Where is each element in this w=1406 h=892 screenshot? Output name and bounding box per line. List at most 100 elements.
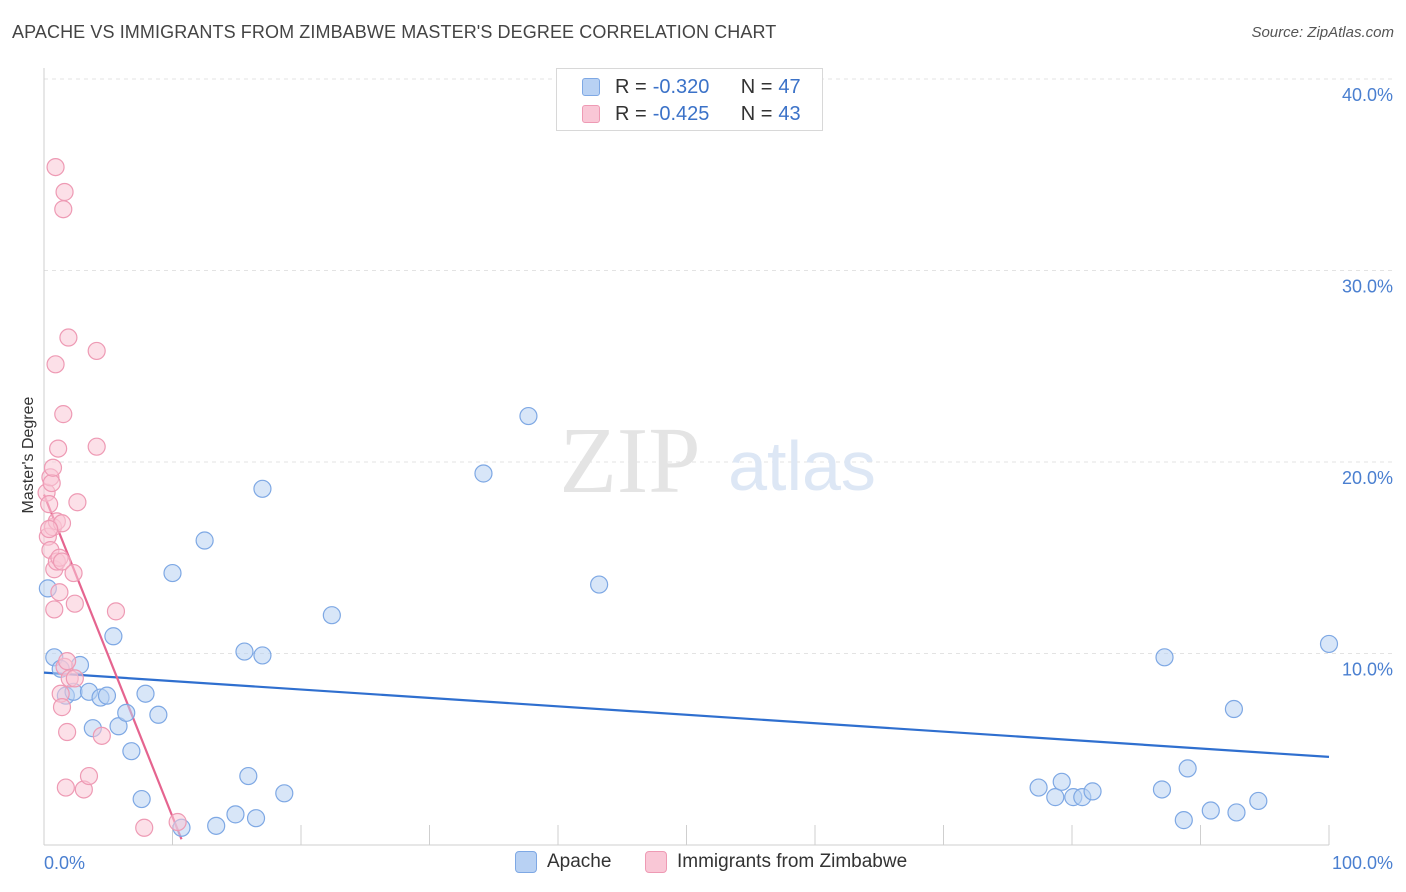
- apache-point: [97, 686, 117, 705]
- apache-point: [1174, 811, 1193, 830]
- series-label-zimbabwe: Immigrants from Zimbabwe: [677, 851, 908, 872]
- apache-point: [1083, 782, 1102, 801]
- zimbabwe-point: [87, 341, 106, 361]
- apache-point: [117, 703, 136, 722]
- series-legend-apache: Apache: [515, 851, 611, 873]
- chart-title: APACHE VS IMMIGRANTS FROM ZIMBABWE MASTE…: [12, 22, 777, 42]
- legend-r-value: -0.320: [652, 75, 710, 98]
- zimbabwe-point: [42, 473, 61, 493]
- apache-point: [322, 606, 341, 625]
- zimbabwe-point: [50, 583, 69, 602]
- apache-point: [104, 627, 123, 646]
- apache-point: [1201, 801, 1220, 820]
- zimbabwe-point: [106, 602, 126, 621]
- legend-swatch-apache: [582, 78, 600, 96]
- series-swatch-zimbabwe: [645, 851, 667, 873]
- legend-n-label: N =: [740, 102, 773, 125]
- legend-row-apache: R = -0.320 N = 47: [557, 75, 801, 99]
- data-points: [37, 157, 1339, 837]
- zimbabwe-point: [168, 812, 187, 832]
- legend-n-value: 43: [778, 102, 801, 125]
- x-tick-label: 100.0%: [1332, 853, 1393, 873]
- chart-source: Source: ZipAtlas.com: [1251, 24, 1394, 41]
- zimbabwe-point: [59, 328, 78, 347]
- y-tick-label: 10.0%: [1342, 660, 1393, 680]
- zimbabwe-point: [68, 493, 87, 512]
- zimbabwe-point: [65, 669, 84, 688]
- apache-point: [122, 742, 141, 761]
- zimbabwe-point: [58, 722, 77, 742]
- zimbabwe-point: [92, 726, 111, 745]
- zimbabwe-point: [45, 600, 64, 619]
- apache-point: [1227, 803, 1246, 822]
- correlation-legend: R = -0.320 N = 47 R = -0.425 N = 43: [556, 68, 823, 131]
- zimbabwe-point: [54, 200, 73, 219]
- y-axis-label: Master's Degree: [20, 396, 37, 513]
- legend-r-label: R =: [615, 102, 647, 125]
- apache-point: [474, 464, 493, 483]
- apache-point: [1152, 780, 1172, 799]
- zimbabwe-point: [46, 157, 65, 177]
- zimbabwe-point: [87, 437, 106, 456]
- zimbabwe-point: [65, 594, 84, 613]
- legend-n-label: N =: [740, 75, 773, 98]
- zimbabwe-point: [56, 778, 75, 797]
- zimbabwe-point: [54, 405, 73, 424]
- zimbabwe-point: [49, 439, 68, 458]
- zimbabwe-point: [52, 552, 72, 571]
- apache-point: [149, 705, 168, 724]
- watermark: ZIP atlas: [560, 409, 876, 513]
- apache-point: [132, 789, 151, 809]
- watermark-zip: ZIP: [560, 409, 701, 513]
- y-tick-label: 20.0%: [1342, 468, 1393, 488]
- legend-swatch-zimbabwe: [582, 105, 600, 123]
- apache-point: [1052, 772, 1071, 791]
- apache-point: [109, 717, 128, 736]
- apache-point: [1029, 778, 1048, 797]
- apache-point: [1155, 648, 1174, 667]
- zimbabwe-point: [52, 698, 72, 717]
- watermark-atlas: atlas: [728, 427, 876, 505]
- apache-point: [590, 575, 609, 594]
- apache-point: [163, 563, 182, 583]
- zimbabwe-point: [43, 458, 63, 477]
- series-legend: Apache Immigrants from Zimbabwe: [0, 851, 1406, 877]
- legend-r-value: -0.425: [652, 102, 710, 125]
- zimbabwe-point: [40, 519, 59, 539]
- apache-point: [1224, 699, 1244, 719]
- y-tick-label: 40.0%: [1342, 85, 1393, 105]
- zimbabwe-point: [79, 766, 99, 786]
- zimbabwe-point: [58, 652, 77, 671]
- apache-point: [235, 642, 254, 661]
- apache-point: [1319, 634, 1339, 654]
- apache-point: [207, 816, 226, 835]
- series-label-apache: Apache: [547, 851, 612, 872]
- apache-point: [239, 766, 258, 786]
- apache-point: [195, 531, 214, 550]
- legend-n-value: 47: [778, 75, 801, 98]
- zimbabwe-point: [64, 563, 83, 583]
- apache-point: [253, 646, 272, 665]
- apache-point: [253, 479, 272, 498]
- zimbabwe-point: [40, 495, 59, 514]
- apache-trend-line: [43, 671, 1330, 759]
- series-swatch-apache: [515, 851, 537, 873]
- zimbabwe-point: [135, 818, 154, 837]
- legend-r-label: R =: [615, 75, 647, 98]
- legend-row-zimbabwe: R = -0.425 N = 43: [557, 102, 801, 126]
- apache-point: [226, 805, 245, 824]
- x-tick-label: 0.0%: [44, 853, 85, 873]
- series-legend-zimbabwe: Immigrants from Zimbabwe: [645, 851, 907, 873]
- zimbabwe-trend-line: [42, 494, 183, 840]
- tick-labels: 10.0% 20.0% 30.0% 40.0% 0.0% 100.0%: [44, 85, 1393, 873]
- y-tick-label: 30.0%: [1342, 277, 1393, 297]
- zimbabwe-point: [46, 355, 65, 374]
- axes: [43, 68, 1330, 846]
- apache-point: [1178, 759, 1197, 778]
- zimbabwe-point: [55, 182, 74, 202]
- trend-lines: [42, 494, 1330, 840]
- apache-point: [136, 684, 155, 703]
- apache-point: [275, 784, 294, 803]
- gridlines: [44, 78, 1392, 654]
